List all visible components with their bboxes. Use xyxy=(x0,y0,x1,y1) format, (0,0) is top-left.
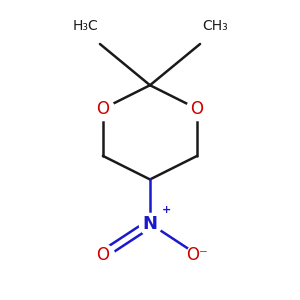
Text: N: N xyxy=(142,214,158,232)
Text: O: O xyxy=(96,100,110,118)
Text: O⁻: O⁻ xyxy=(186,245,208,263)
Text: CH₃: CH₃ xyxy=(202,19,228,33)
Text: H₃C: H₃C xyxy=(72,19,98,33)
Text: +: + xyxy=(162,206,171,215)
Text: O: O xyxy=(190,100,204,118)
Text: O: O xyxy=(96,245,110,263)
